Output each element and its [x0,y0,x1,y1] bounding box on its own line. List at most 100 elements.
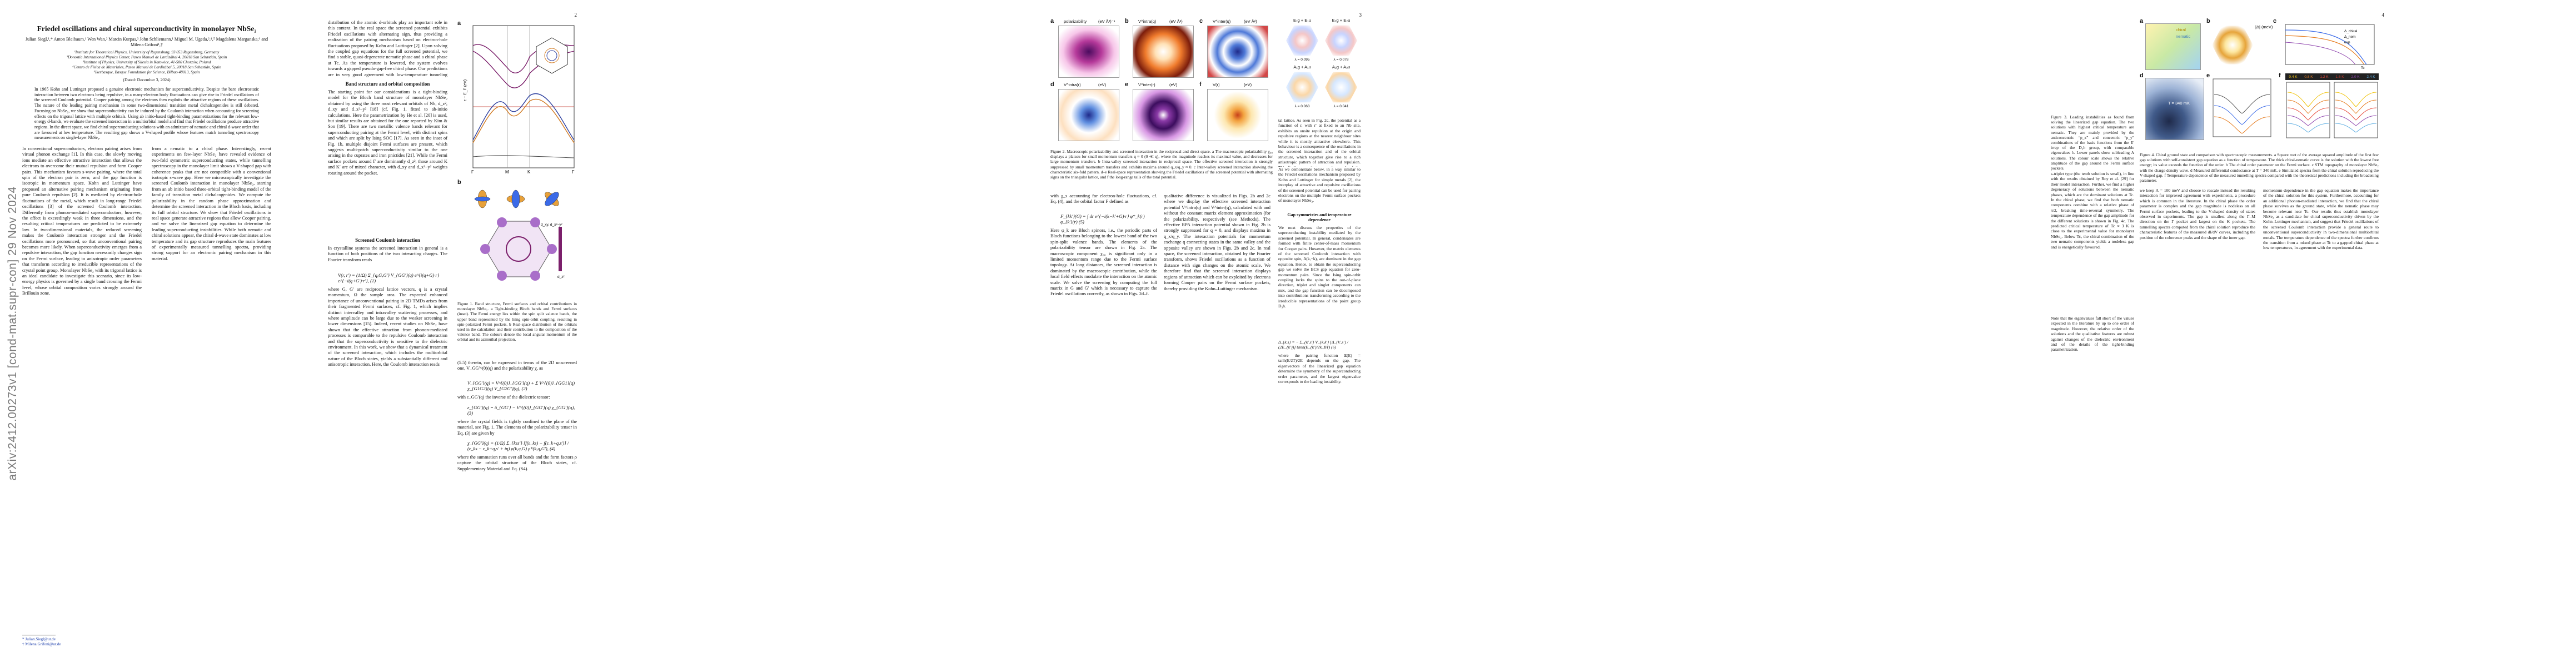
footnote-email[interactable]: * Julian.Siegl@ur.de [22,637,56,641]
panel-unit: |Δ| (meV) [2255,24,2273,29]
figure-2: a polarizability (eV Å²)⁻¹ b V^intra(q) … [1050,18,1273,146]
paragraph: In crystalline systems the screened inte… [328,246,447,262]
panel-title: A₁g + A₁u [1293,64,1311,69]
gap-map [2212,26,2253,64]
panel-label: c [1199,18,1203,24]
eigenvalue-label: λ = 0.041 [1333,104,1349,108]
panel-label: b [457,179,461,186]
panel-title: A₂g + A₂u [1332,64,1351,69]
figure-3: E₁g + E₁u λ = 0.095 E₂g + E₂u λ = 0.078 … [1283,18,1361,112]
footnote-email[interactable]: † Milena.Grifoni@ur.de [22,642,61,646]
legend-entry: exp [2344,41,2350,44]
date-line: (Dated: December 3, 2024) [123,77,171,82]
paragraph: Here φ_k are Bloch spinors, i.e., the pe… [1050,228,1157,297]
panel-title: V^inter(q) [1213,19,1231,24]
stm-topography: T = 340 mK [2145,78,2204,140]
paragraph: where the summation runs over all bands … [457,455,577,471]
phase-diagram-panel: chiral nematic [2145,23,2201,70]
equation-3: ε_{GG′}(q) = δ_{GG′} − V^{(0)}_{GG′}(q) … [467,405,575,416]
panel-title: E₁g + E₁u [1293,18,1311,23]
panel-label: d [1050,81,1054,88]
panel-label: b [1125,18,1129,24]
affiliation: ¹Institute for Theoretical Physics, Univ… [74,50,220,54]
panel-label: e [2206,72,2210,79]
panel-label: a [457,20,461,27]
panel-label: f [2279,72,2281,79]
intro-column-left: In conventional superconductors, electro… [22,146,142,296]
figure-2-caption: Figure 2. Macroscopic polarizability and… [1050,149,1273,180]
tc-label: Tc [2361,66,2365,70]
paragraph: where the pairing function Ξ(E) = tanh(E… [1278,353,1361,385]
legend-entry: 0.4 K [2289,74,2298,79]
axis-label: ε − E_F (eV) [464,79,467,101]
band-structure-plot: ε − E_F (eV) Γ M K Γ [464,25,575,175]
legend-entry: 2.4 K [2366,74,2375,79]
eigenvalue-label: λ = 0.078 [1333,58,1349,62]
gap-map [1286,25,1318,56]
spectra-plot [2213,78,2271,137]
temperature-spectra-plot [2286,82,2378,138]
figure-4-caption: Figure 4. Chiral ground state and compar… [2140,152,2379,183]
panel-unit: (eV) [1169,82,1178,87]
paragraph: where the crystal fields is tightly conf… [457,419,577,436]
paragraph: We next discuss the properties of the su… [1278,225,1361,309]
author-list: Julian Siegl,¹,* Anton Bleibaum,¹ Wen Wa… [25,37,268,47]
eigenvalue-label: λ = 0.095 [1294,58,1310,62]
heatmap-panel [1207,26,1268,78]
heatmap-panel [1133,89,1194,141]
panel-label: d [2140,72,2144,79]
gap-temperature-plot: Δ_chiral Δ_nem exp Tc [2285,24,2375,70]
panel-unit: (eV Å²) [1244,19,1257,24]
paragraph: Note that the eigenvalues fall short of … [2051,316,2134,352]
legend-entry: 2.0 K [2351,74,2360,79]
paragraph: tal lattice. As seen in Fig. 2c, the pot… [1278,118,1361,167]
panel-label: a [2140,18,2144,24]
legend-entry: d_z² [557,275,565,279]
equation-4: χ_{GG′}(q) = (1/Ω) Σ_{kss′} [f(ε_ks) − f… [467,440,569,451]
gap-map [1286,72,1318,103]
gap-map [1325,25,1357,56]
panel-label: e [1125,81,1129,88]
panel-label: c [2273,18,2277,24]
legend-entry: Δ_nem [2344,35,2356,39]
orbital-panel: d_z² d_xy, d_x²−y² [474,190,565,281]
equation-5: F_{kk′}(G) = ∫ dr e^{−i(k−k′+G)·r} φ*_k(… [1060,213,1145,225]
panel-label: a [1050,18,1054,24]
panel-title: E₂g + E₂u [1332,18,1351,23]
paragraph: distribution of the atomic d-orbitals pl… [328,20,447,77]
region-label: chiral [2176,27,2186,32]
heatmap-panel [1207,89,1268,141]
gap-map [1325,72,1357,103]
paragraph: we keep Λ = 100 meV and choose to rescal… [2140,188,2255,240]
tick-label: Γ [572,170,575,175]
paragraph: where G, G′ are reciprocal lattice vecto… [328,287,447,367]
paper-page-4: 4 Figure 3. Leading instabilities as fou… [2051,12,2384,657]
figure-4: a chiral nematic b |Δ| (meV) c Δ_chiral … [2140,18,2379,149]
panel-unit: (eV) [1244,82,1252,87]
paper-title: Friedel oscillations and chiral supercon… [37,24,257,33]
legend-entry: d_xy, d_x²−y² [541,223,563,227]
figure-3-caption: Figure 3. Leading instabilities as found… [2051,115,2134,171]
tick-label: M [505,170,509,175]
heatmap-panel [1058,89,1119,141]
page-number: 4 [2381,12,2385,18]
panel-unit: (eV Å²) [1169,19,1183,24]
region-label: nematic [2176,34,2191,39]
paper-page-1: Friedel oscillations and chiral supercon… [22,12,271,657]
panel-label: b [2206,18,2210,24]
section-heading: Screened Coulomb interaction [355,237,420,243]
legend-entry: 1.2 K [2320,74,2329,79]
affiliation: ⁴Centro de Física de Materiales, Paseo M… [72,65,221,69]
eigenvalue-label: λ = 0.063 [1294,104,1310,108]
panel-title: V(r) [1213,82,1220,87]
arxiv-stamp: arXiv:2412.00273v1 [cond-mat.supr-con] 2… [6,186,19,481]
equation-1: V(r, r′) = (1/Ω) Σ_{q,G,G′} V_{GG′}(q) e… [338,272,440,283]
temperature-legend: 0.4 K 0.8 K 1.2 K 1.6 K 2.0 K 2.4 K [2285,73,2379,80]
affiliation: ²Donostia International Physics Center, … [66,55,227,59]
paragraph: momentum-dependence in the gap equation … [2263,188,2379,251]
paragraph: qualitative difference is visualized in … [1164,193,1270,291]
paper-page-2: 2 distribution of the atomic d-orbitals … [328,12,577,657]
panel-title: V^inter(r) [1138,82,1155,87]
paragraph: with ε_GG′(q) the inverse of the dielect… [457,395,550,400]
paragraph: (5.5) therein, can be expressed in terms… [457,360,577,371]
